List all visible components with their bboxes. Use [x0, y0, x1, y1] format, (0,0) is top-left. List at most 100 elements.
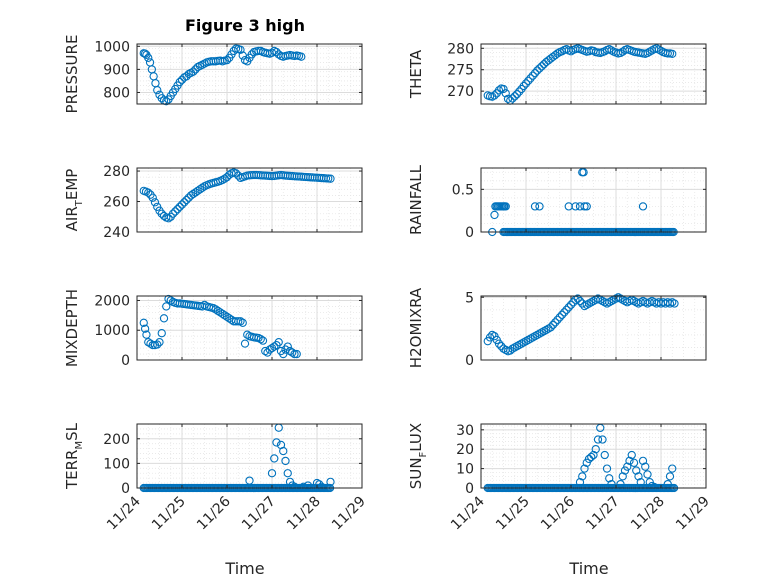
data-point [326, 477, 335, 486]
data-point [566, 300, 576, 309]
data-point [512, 89, 522, 99]
y-axis-label-main: RAINFALL [407, 164, 425, 235]
data-point [560, 308, 569, 317]
y-tick-label: 800 [103, 85, 130, 101]
data-point [142, 330, 151, 339]
data-point [153, 86, 162, 95]
data-point [634, 472, 643, 481]
data-point [591, 445, 600, 454]
data-point [281, 456, 290, 466]
y-tick-label: 900 [103, 62, 130, 78]
data-point [535, 64, 544, 73]
y-axis-label-tail: SL [63, 422, 81, 441]
y-axis-label: PRESSURE [63, 35, 81, 114]
data-point [164, 214, 173, 223]
y-tick-label: 0 [465, 481, 474, 497]
y-axis-label-tail: EMP [63, 169, 81, 200]
data-point [557, 310, 567, 319]
data-point [551, 318, 560, 327]
data-point [140, 324, 150, 333]
y-tick-label: 10 [456, 462, 474, 478]
data-point [198, 183, 207, 192]
data-point [267, 469, 277, 478]
data-point [272, 438, 281, 447]
data-point [605, 474, 614, 483]
data-point [524, 76, 533, 86]
y-axis-label-main: TERR [63, 450, 81, 491]
data-point [150, 198, 160, 207]
data-point [521, 79, 531, 88]
data-point [602, 464, 612, 473]
data-point [168, 209, 178, 218]
data-point [189, 67, 198, 76]
data-point [245, 476, 254, 485]
data-point [575, 296, 585, 306]
y-tick-label: 270 [447, 84, 474, 100]
data-point [166, 296, 175, 305]
data-point [573, 294, 582, 303]
data-point [548, 320, 558, 330]
y-axis-label: MIXDEPTH [63, 289, 81, 367]
data-point [519, 81, 528, 91]
data-point [144, 188, 153, 197]
data-point [589, 450, 598, 460]
data-point [668, 49, 677, 59]
data-point [148, 340, 157, 350]
data-point [155, 337, 164, 347]
data-point [593, 435, 603, 444]
data-point [645, 47, 654, 56]
data-point [292, 349, 301, 359]
y-axis-label-subscript: M [74, 441, 85, 450]
data-point [231, 169, 241, 178]
subplot-mixdepth: 0 1000 2000 MIXDEPTH [63, 289, 363, 369]
data-point [297, 52, 306, 61]
data-point [157, 329, 166, 338]
data-point [283, 469, 292, 478]
data-point [546, 323, 555, 332]
data-point [288, 348, 297, 357]
data-point [499, 84, 508, 94]
data-point [607, 46, 616, 55]
data-point [553, 49, 562, 58]
data-point [643, 48, 652, 58]
y-tick-label: 260 [103, 195, 130, 211]
data-point [162, 97, 171, 106]
y-tick-label: 240 [103, 225, 130, 241]
data-point [638, 456, 648, 465]
y-axis-label: AIRTEMP [63, 169, 85, 232]
y-axis-label-subscript: F [418, 451, 429, 457]
data-point [494, 339, 504, 348]
y-tick-label: 1000 [94, 39, 130, 55]
data-point [598, 435, 607, 444]
data-point [638, 202, 648, 211]
data-point [600, 450, 609, 460]
data-point [261, 346, 270, 356]
subplot-pressure: 800 900 1000 PRESSURE [63, 35, 363, 114]
data-point [578, 472, 587, 481]
axes-box [136, 43, 363, 105]
data-point [490, 91, 499, 100]
subplot-rainfall: 0 0.5 RAINFALL [407, 164, 707, 241]
data-point [641, 462, 650, 471]
data-point [629, 458, 639, 467]
y-axis-label: SUNFLUX [407, 423, 429, 489]
data-point [490, 210, 499, 220]
data-point [501, 89, 510, 98]
data-point [564, 303, 573, 312]
data-point [283, 342, 292, 351]
data-point [571, 202, 580, 211]
data-point [317, 482, 326, 491]
data-point [632, 466, 641, 475]
data-point [526, 74, 535, 83]
x-axis-label-right: Time [568, 559, 608, 578]
data-point [180, 198, 189, 207]
data-point [177, 200, 187, 209]
y-tick-label: 0 [465, 225, 474, 241]
data-point [654, 45, 663, 54]
data-point [627, 450, 636, 460]
data-point [171, 207, 180, 216]
subplot-airtemp: 240 260 280 AIRTEMP [63, 164, 363, 241]
y-tick-label: 20 [456, 442, 474, 458]
data-point [515, 87, 524, 96]
